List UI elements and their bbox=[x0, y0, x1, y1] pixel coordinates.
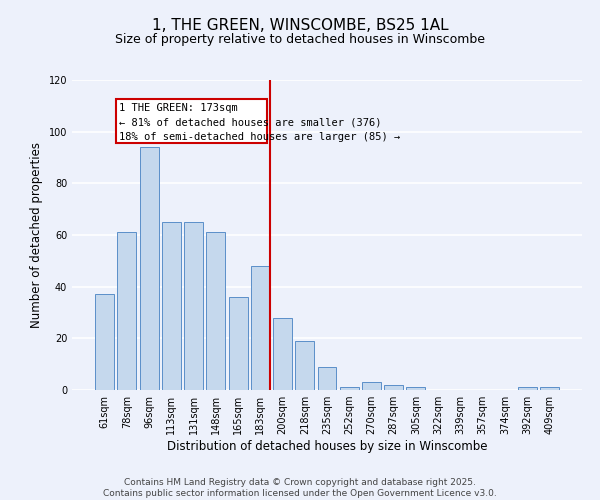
Text: 1, THE GREEN, WINSCOMBE, BS25 1AL: 1, THE GREEN, WINSCOMBE, BS25 1AL bbox=[152, 18, 448, 32]
Bar bbox=[518, 388, 536, 390]
Bar bbox=[406, 388, 425, 390]
Bar bbox=[162, 222, 181, 390]
Bar bbox=[384, 385, 403, 390]
Text: 18% of semi-detached houses are larger (85) →: 18% of semi-detached houses are larger (… bbox=[119, 132, 400, 141]
Bar bbox=[340, 388, 359, 390]
Bar bbox=[118, 232, 136, 390]
Text: Size of property relative to detached houses in Winscombe: Size of property relative to detached ho… bbox=[115, 32, 485, 46]
Bar bbox=[184, 222, 203, 390]
Y-axis label: Number of detached properties: Number of detached properties bbox=[30, 142, 43, 328]
Bar bbox=[206, 232, 225, 390]
Text: ← 81% of detached houses are smaller (376): ← 81% of detached houses are smaller (37… bbox=[119, 118, 382, 128]
FancyBboxPatch shape bbox=[116, 100, 267, 144]
Bar bbox=[251, 266, 270, 390]
Bar bbox=[317, 367, 337, 390]
Text: 1 THE GREEN: 173sqm: 1 THE GREEN: 173sqm bbox=[119, 104, 238, 114]
Bar bbox=[540, 388, 559, 390]
X-axis label: Distribution of detached houses by size in Winscombe: Distribution of detached houses by size … bbox=[167, 440, 487, 453]
Bar bbox=[229, 297, 248, 390]
Bar bbox=[140, 147, 158, 390]
Bar bbox=[273, 318, 292, 390]
Bar bbox=[362, 382, 381, 390]
Text: Contains HM Land Registry data © Crown copyright and database right 2025.
Contai: Contains HM Land Registry data © Crown c… bbox=[103, 478, 497, 498]
Bar bbox=[295, 341, 314, 390]
Bar bbox=[95, 294, 114, 390]
